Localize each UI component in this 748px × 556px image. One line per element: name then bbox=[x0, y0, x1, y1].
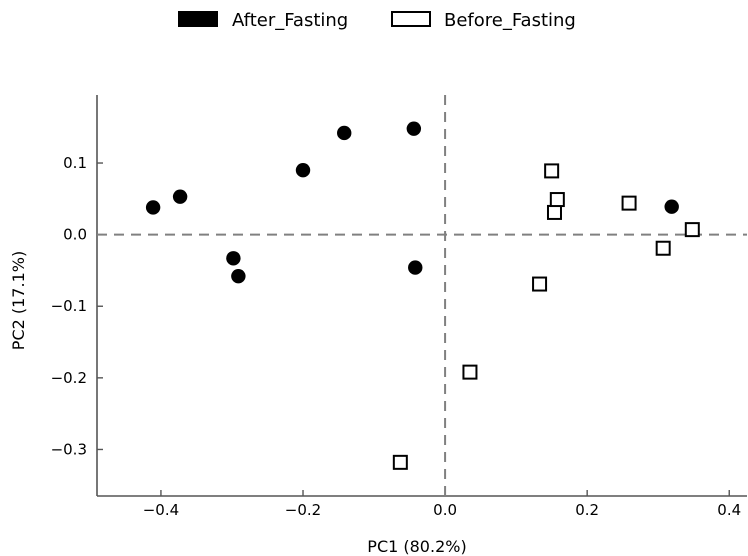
x-tick-label: 0.0 bbox=[433, 501, 457, 519]
x-tick-label: −0.4 bbox=[143, 501, 179, 519]
legend-label-before-fasting: Before_Fasting bbox=[444, 10, 576, 31]
reference-lines bbox=[97, 95, 747, 496]
y-tick-label: 0.0 bbox=[63, 226, 87, 244]
before-fasting-point bbox=[655, 240, 671, 256]
after-fasting-point bbox=[145, 200, 161, 215]
before-fasting-point bbox=[549, 192, 565, 208]
after-fasting-point bbox=[226, 251, 241, 266]
before-fasting-point bbox=[462, 364, 478, 380]
before-fasting-point bbox=[392, 454, 408, 470]
legend-marker-after-fasting bbox=[178, 11, 218, 27]
axes: −0.4 −0.2 0.0 0.2 0.4 0.1 0.0 −0.1 −0.2 −0.3 bbox=[51, 95, 747, 519]
legend-marker-before-fasting bbox=[391, 11, 431, 27]
before-fasting-point bbox=[546, 204, 562, 220]
y-tick-label: −0.1 bbox=[51, 297, 87, 315]
y-tick-label: −0.2 bbox=[51, 369, 87, 387]
before-fasting-point bbox=[621, 195, 637, 211]
before-fasting-point bbox=[532, 276, 548, 292]
legend-label-after-fasting: After_Fasting bbox=[232, 10, 348, 31]
y-tick-label: 0.1 bbox=[63, 154, 87, 172]
after-fasting-point bbox=[231, 268, 246, 284]
before-fasting-point bbox=[544, 163, 560, 179]
after-fasting-point bbox=[406, 121, 422, 136]
x-tick-label: −0.2 bbox=[285, 501, 321, 519]
after-fasting-point bbox=[172, 189, 188, 204]
x-tick-label: 0.4 bbox=[717, 501, 741, 519]
after-fasting-point bbox=[295, 162, 311, 178]
after-fasting-point bbox=[408, 260, 423, 275]
legend: After_Fasting Before_Fasting bbox=[178, 10, 576, 31]
before-fasting-point bbox=[684, 222, 700, 238]
x-tick-label: 0.2 bbox=[575, 501, 599, 519]
after-fasting-point bbox=[337, 125, 352, 141]
x-axis-label: PC1 (80.2%) bbox=[367, 537, 466, 556]
after-fasting-point bbox=[664, 199, 679, 214]
y-axis-label: PC2 (17.1%) bbox=[9, 251, 28, 350]
data-points bbox=[145, 121, 700, 470]
y-tick-label: −0.3 bbox=[51, 440, 87, 458]
